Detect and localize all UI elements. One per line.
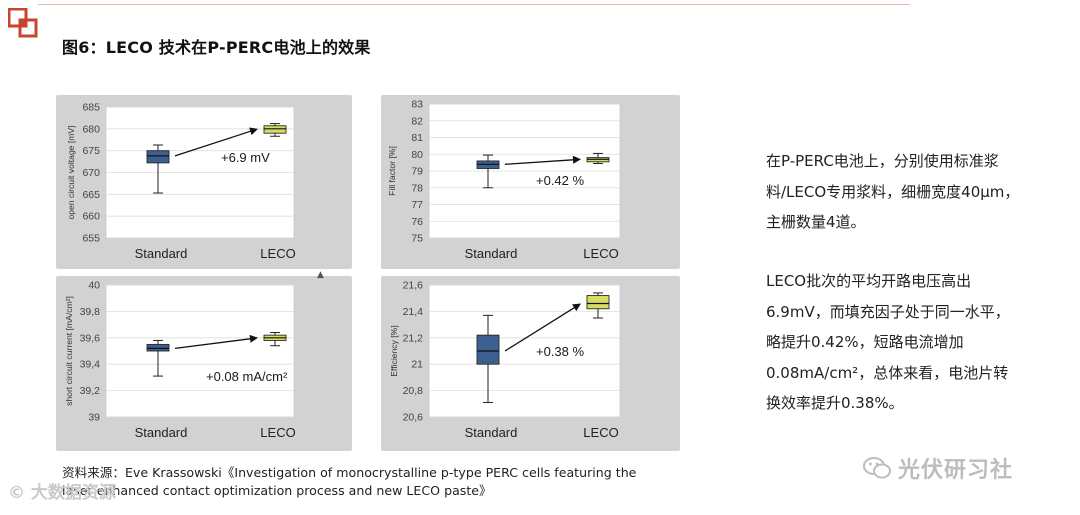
- delta-annotation: +0.42 %: [536, 173, 585, 188]
- side-paragraph-1: 在P-PERC电池上，分别使用标准浆 料/LECO专用浆料，细栅宽度40μm， …: [766, 146, 1066, 238]
- y-axis-label: Efficiency [%]: [389, 325, 399, 376]
- y-tick-label: 76: [411, 216, 423, 228]
- side-line: 料/LECO专用浆料，细栅宽度40μm，: [766, 182, 1020, 201]
- y-tick-label: 79: [411, 166, 423, 178]
- delta-arrow-head: [572, 155, 581, 164]
- figure-title: 图6：LECO 技术在P-PERC电池上的效果: [62, 38, 371, 57]
- y-tick-label: 40: [88, 280, 100, 292]
- y-tick-label: 665: [82, 189, 100, 201]
- side-line: 在P-PERC电池上，分别使用标准浆: [766, 152, 999, 170]
- y-tick-label: 75: [411, 233, 423, 245]
- x-category-label: LECO: [260, 425, 295, 440]
- y-tick-label: 685: [82, 102, 100, 114]
- x-category-label: Standard: [465, 246, 518, 261]
- delta-arrow-line: [174, 337, 253, 350]
- y-tick-label: 39,6: [80, 332, 101, 344]
- side-line: 主栅数量4道。: [766, 213, 866, 231]
- y-axis-label: Fill factor [%]: [387, 146, 397, 196]
- x-category-label: LECO: [583, 246, 618, 261]
- box-standard: [476, 334, 500, 365]
- source-citation: 资料来源：Eve Krassowski《Investigation of mon…: [62, 464, 702, 499]
- wechat-icon: [863, 457, 891, 479]
- watermark-right: 光伏研习社: [862, 452, 1013, 484]
- y-tick-label: 20,8: [403, 385, 424, 397]
- delta-arrow-line: [174, 130, 253, 157]
- y-axis-label: open circuit voltage [mV]: [66, 125, 76, 219]
- delta-arrow-line: [504, 159, 576, 165]
- delta-arrow-head: [249, 127, 258, 136]
- side-line: 换效率提升0.38%。: [766, 394, 904, 412]
- y-tick-label: 21,2: [403, 332, 424, 344]
- y-tick-label: 81: [411, 132, 423, 144]
- box-standard: [146, 150, 170, 164]
- y-tick-label: 83: [411, 99, 423, 111]
- y-tick-label: 655: [82, 233, 100, 245]
- delta-annotation: +6.9 mV: [221, 150, 270, 165]
- y-tick-label: 77: [411, 199, 423, 211]
- box-leco: [586, 295, 610, 310]
- y-tick-label: 21: [411, 359, 423, 371]
- brand-logo-icon: [8, 8, 38, 38]
- top-divider-line: [38, 4, 910, 5]
- side-paragraph-2: LECO批次的平均开路电压高出 6.9mV，而填充因子处于同一水平， 略提升0.…: [766, 266, 1066, 419]
- y-tick-label: 82: [411, 115, 423, 127]
- delta-arrow-head: [572, 303, 581, 312]
- y-tick-label: 660: [82, 211, 100, 223]
- x-category-label: Standard: [135, 425, 188, 440]
- delta-arrow-line: [504, 306, 577, 352]
- side-line: 6.9mV，而填充因子处于同一水平，: [766, 302, 1010, 321]
- chart-panel-isc: 39 39,2 39,4 39,6 39,8 40 short circuit curren…: [56, 276, 352, 451]
- side-line: 0.08mA/cm²，总体来看，电池片转: [766, 363, 1009, 382]
- y-tick-label: 39,4: [80, 359, 101, 371]
- y-tick-label: 21,6: [403, 280, 424, 292]
- watermark-left: © 大数据资源: [8, 483, 116, 503]
- chart-panel-fill-factor: 75 76 77 78 79 80 81 82 83 Fill factor [%] Standar…: [381, 95, 680, 269]
- x-category-label: Standard: [465, 425, 518, 440]
- y-tick-label: 39: [88, 412, 100, 424]
- y-tick-label: 78: [411, 182, 423, 194]
- delta-annotation: +0.08 mA/cm²: [206, 369, 288, 384]
- source-line: 资料来源：Eve Krassowski《Investigation of mon…: [62, 465, 637, 480]
- x-category-label: Standard: [135, 246, 188, 261]
- side-line: 略提升0.42%，短路电流增加: [766, 333, 964, 351]
- watermark-right-text: 光伏研习社: [898, 458, 1014, 483]
- y-tick-label: 680: [82, 123, 100, 135]
- y-tick-label: 675: [82, 145, 100, 157]
- box-standard: [146, 343, 170, 352]
- y-tick-label: 39,8: [80, 306, 101, 318]
- x-category-label: LECO: [260, 246, 295, 261]
- side-line: LECO批次的平均开路电压高出: [766, 272, 972, 290]
- stray-mark: ▲: [317, 270, 324, 280]
- source-line: laser enhanced contact optimization proc…: [62, 482, 492, 498]
- x-category-label: LECO: [583, 425, 618, 440]
- delta-annotation: +0.38 %: [536, 344, 585, 359]
- y-tick-label: 21,4: [403, 306, 424, 318]
- y-tick-label: 80: [411, 149, 423, 161]
- chart-panel-efficiency: 20,6 20,8 21 21,2 21,4 21,6 Efficiency [%] Stan…: [381, 276, 680, 451]
- chart-panel-voc: 655 660 665 670 675 680 685 open circuit voltag…: [56, 95, 352, 269]
- y-tick-label: 20,6: [403, 412, 424, 424]
- y-tick-label: 39,2: [80, 385, 101, 397]
- box-leco: [263, 125, 287, 134]
- plot-area: [105, 284, 295, 418]
- y-tick-label: 670: [82, 167, 100, 179]
- y-axis-label: short circuit current [mA/cm²]: [64, 296, 74, 406]
- delta-arrow-head: [249, 334, 258, 343]
